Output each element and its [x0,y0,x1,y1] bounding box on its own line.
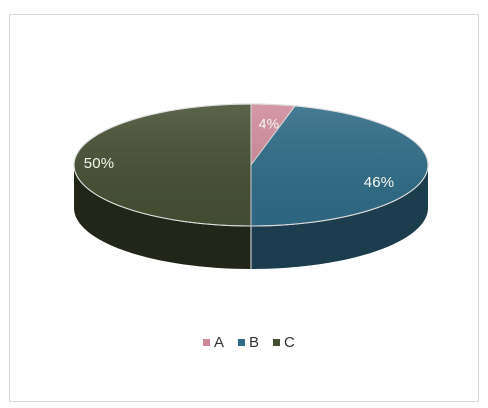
data-labels: 4% 46% 50% [84,116,395,191]
data-label-c: 50% [84,155,115,172]
legend-label-a: A [214,334,224,351]
legend-key-a [203,339,210,346]
pie-top-rim [73,103,429,227]
data-label-a: 4% [259,116,280,132]
pie-side-b [251,165,428,269]
data-label-b: 46% [364,174,395,191]
legend-key-c [273,339,280,346]
legend-label-b: B [249,334,259,351]
legend-key-b [238,339,245,346]
pie-side-c [74,165,251,269]
legend-label-c: C [284,334,295,351]
legend: A B C [203,334,295,351]
